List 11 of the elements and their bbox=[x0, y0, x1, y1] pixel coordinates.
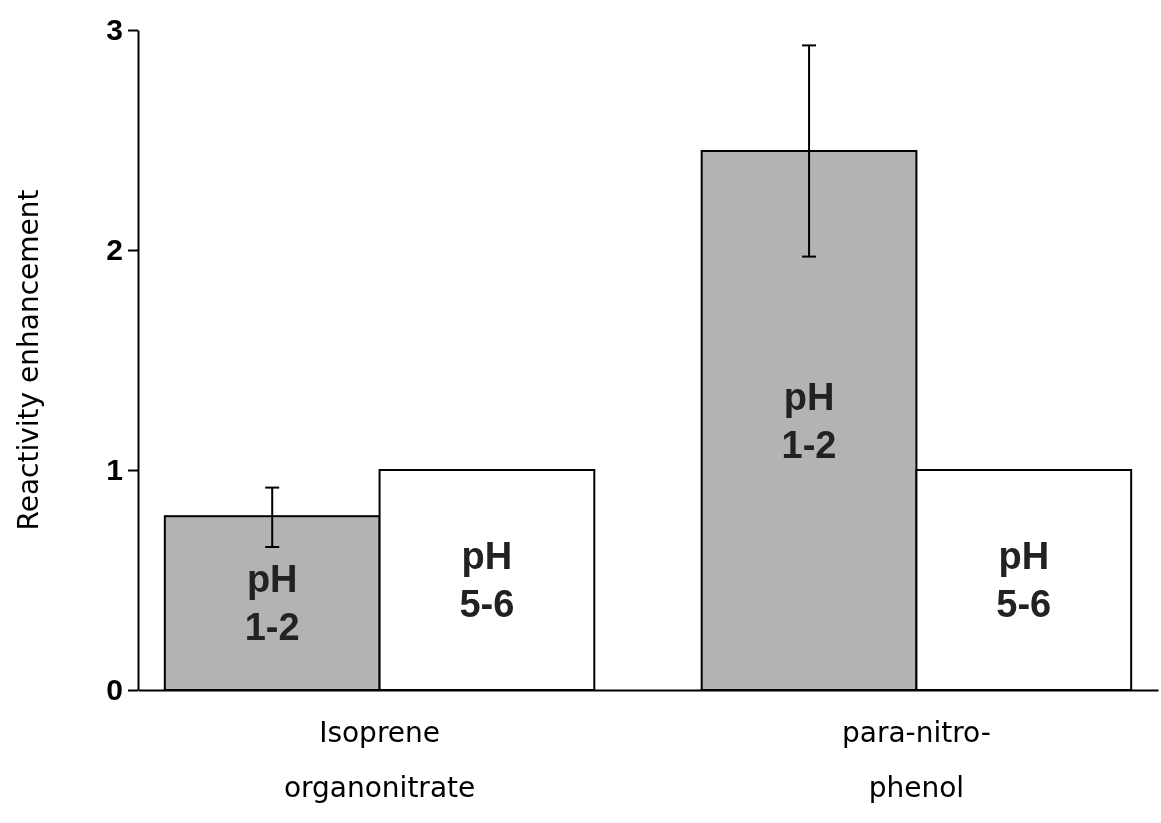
text: pH 5-6 bbox=[996, 535, 1052, 625]
text: pH 1-2 bbox=[781, 375, 837, 466]
x-tick-label: para-nitro-phenol bbox=[841, 716, 991, 804]
y-axis-title: Reactivity enhancement bbox=[12, 189, 45, 531]
y-tick-label: 0 bbox=[106, 673, 123, 707]
series-label: pH 1-2 bbox=[244, 558, 300, 649]
x-tick-label: Isoprene organonitrate bbox=[283, 716, 476, 804]
y-tick-label: 2 bbox=[106, 233, 123, 267]
y-tick-label: 1 bbox=[106, 453, 123, 487]
series-label: pH 5-6 bbox=[459, 535, 515, 625]
y-tick-label: 3 bbox=[106, 13, 123, 47]
